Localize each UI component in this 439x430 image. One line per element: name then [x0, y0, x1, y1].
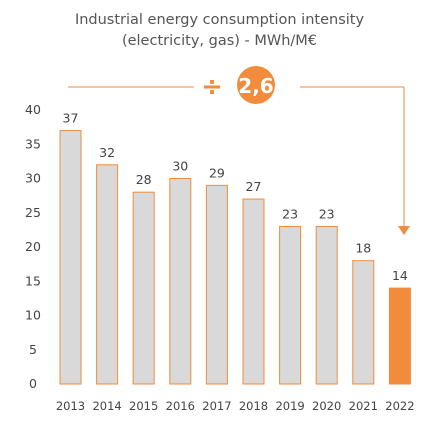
x-tick-label: 2017: [202, 399, 231, 413]
divide-symbol: ÷: [201, 72, 223, 102]
x-tick-label: 2016: [166, 399, 195, 413]
y-tick-label: 30: [25, 171, 41, 186]
data-label: 28: [136, 172, 152, 187]
y-tick-label: 5: [29, 342, 37, 357]
x-tick-label: 2022: [385, 399, 414, 413]
x-tick-label: 2018: [239, 399, 268, 413]
x-tick-label: 2020: [312, 399, 341, 413]
x-tick-label: 2014: [92, 399, 121, 413]
annotation-arrow-head: [398, 226, 410, 235]
data-label: 30: [172, 159, 188, 174]
data-label: 27: [246, 179, 262, 194]
data-labels-group: 37 32 28 30 29 27 23 23 18 14: [63, 111, 408, 284]
x-tick-label: 2015: [129, 399, 158, 413]
bar-2022: [388, 287, 411, 385]
bar-2021: [352, 260, 375, 385]
bars-group: [59, 130, 411, 385]
y-tick-label: 20: [25, 239, 41, 254]
bar-2016: [169, 178, 192, 385]
data-label: 32: [99, 145, 115, 160]
y-tick-label: 25: [25, 205, 41, 220]
x-axis: 2013 2014 2015 2016 2017 2018 2019 2020 2021 2022: [56, 399, 415, 413]
y-tick-label: 10: [25, 308, 41, 323]
data-label: 18: [355, 241, 371, 256]
chart-title-line-1: Industrial energy consumption intensity: [74, 12, 365, 28]
bar-2017: [205, 184, 228, 385]
bar-2013: [59, 130, 82, 385]
y-tick-label: 40: [25, 102, 41, 117]
chart-title-line-2: (electricity, gas) - MWh/M€: [121, 33, 318, 49]
y-axis: 0 5 10 15 20 25 30 35 40: [25, 102, 41, 391]
bar-2020: [315, 225, 338, 385]
bar-2015: [132, 191, 155, 385]
reduction-factor-badge: [237, 66, 275, 104]
data-label: 37: [63, 111, 79, 126]
x-tick-label: 2021: [349, 399, 378, 413]
x-tick-label: 2019: [275, 399, 304, 413]
y-tick-label: 0: [29, 376, 37, 391]
bar-2018: [242, 198, 265, 385]
reduction-factor-value: 2,6: [238, 74, 273, 98]
reduction-annotation: ÷ 2,6: [68, 66, 410, 235]
data-label: 29: [209, 165, 225, 180]
data-label: 23: [282, 206, 298, 221]
bar-2019: [279, 225, 302, 385]
data-label: 23: [319, 206, 335, 221]
x-tick-label: 2013: [56, 399, 85, 413]
data-label: 14: [392, 268, 408, 283]
bar-2014: [96, 164, 119, 385]
y-tick-label: 35: [25, 136, 41, 151]
y-tick-label: 15: [25, 273, 41, 288]
